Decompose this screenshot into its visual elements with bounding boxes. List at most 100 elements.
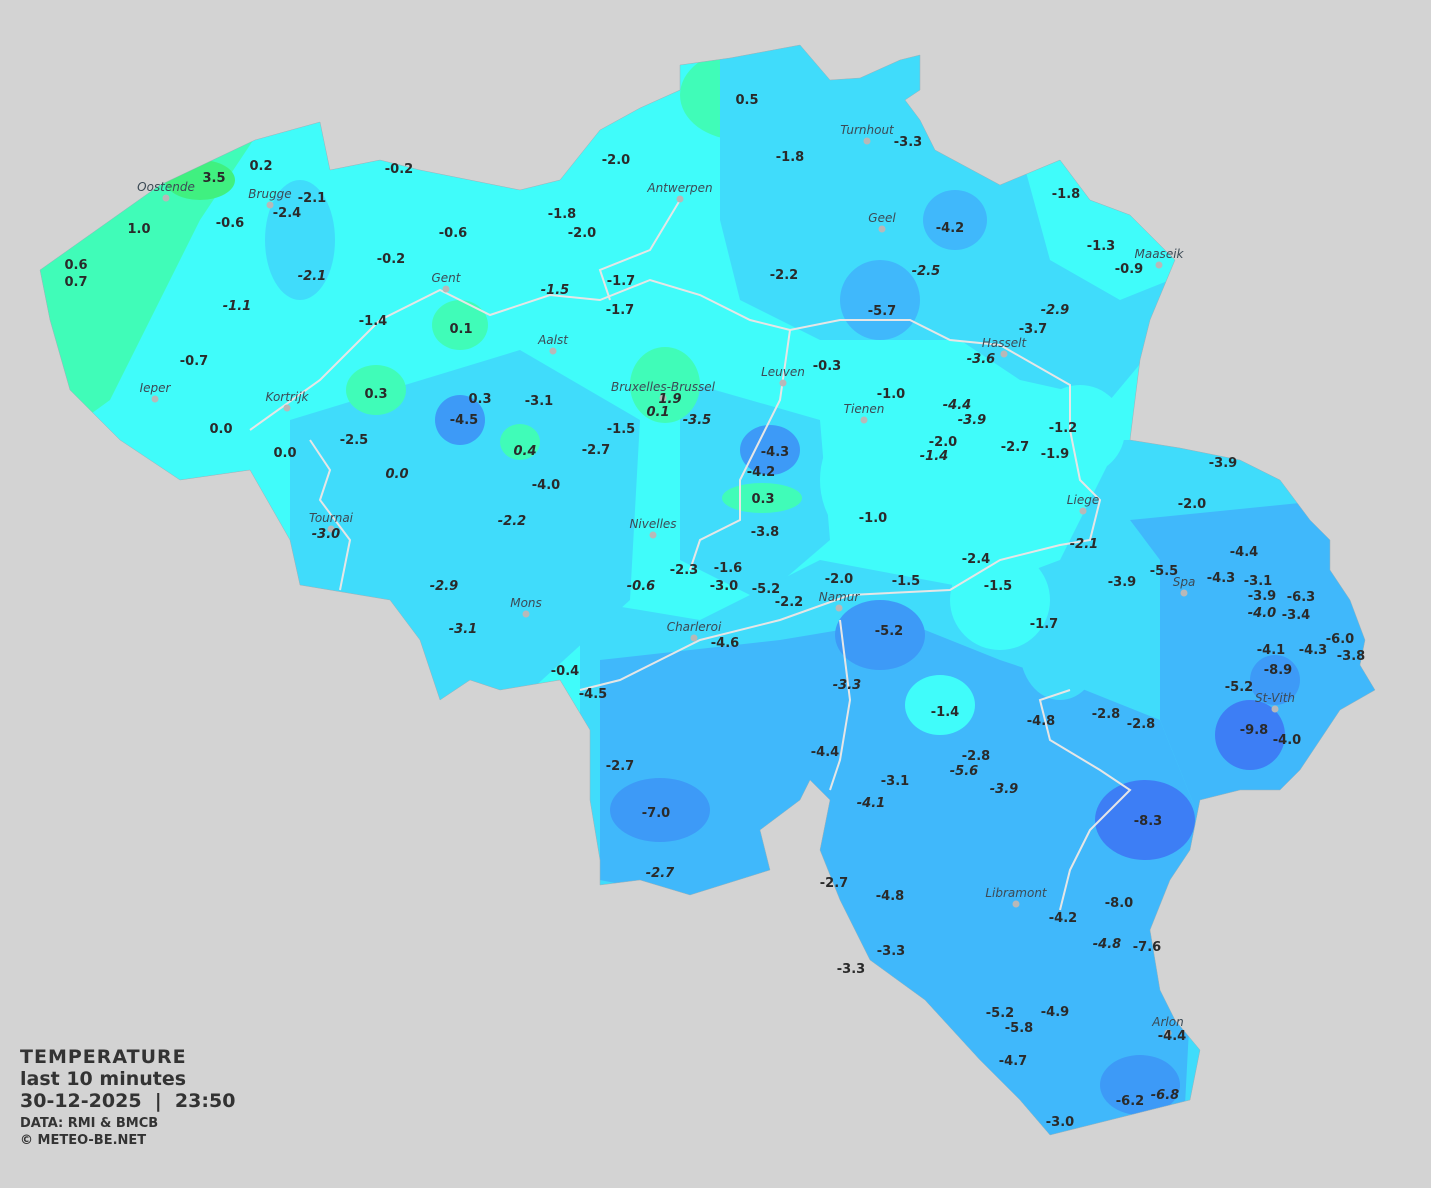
temperature-reading: -1.1 xyxy=(223,299,251,314)
city-dot xyxy=(1000,350,1008,358)
city-label: Antwerpen xyxy=(646,181,712,195)
city-dot xyxy=(283,404,291,412)
temperature-reading: -9.8 xyxy=(1240,723,1268,738)
temperature-reading: -5.8 xyxy=(1005,1021,1033,1036)
city-dot xyxy=(1079,507,1087,515)
temperature-reading: -3.3 xyxy=(837,962,865,977)
city-dot xyxy=(522,610,530,618)
temperature-reading: -5.2 xyxy=(1225,680,1253,695)
city-dot xyxy=(863,137,871,145)
temperature-reading: -4.4 xyxy=(1230,545,1258,560)
temperature-reading: -2.7 xyxy=(646,866,675,881)
city-label: Charleroi xyxy=(667,620,722,634)
temperature-reading: -4.0 xyxy=(1273,733,1301,748)
city-label: Tournai xyxy=(309,511,354,525)
temperature-reading: -3.1 xyxy=(525,394,553,409)
temperature-reading: -2.2 xyxy=(775,595,803,610)
city-label: Geel xyxy=(868,211,896,225)
temperature-reading: -4.5 xyxy=(450,413,478,428)
temperature-reading: -1.3 xyxy=(1087,239,1115,254)
temperature-reading: -3.4 xyxy=(1282,608,1310,623)
temperature-reading: -4.4 xyxy=(811,745,839,760)
temperature-reading: 0.7 xyxy=(64,275,87,290)
temperature-reading: -6.3 xyxy=(1287,590,1315,605)
legend-title: TEMPERATURE xyxy=(20,1046,187,1068)
legend-datetime: 30-12-2025 | 23:50 xyxy=(20,1090,236,1112)
temperature-reading: -3.9 xyxy=(1108,575,1136,590)
reading-layer: 3.50.21.00.60.7-0.6-2.1-2.4-2.1-0.2-0.2-… xyxy=(64,93,1365,1130)
temperature-reading: -4.9 xyxy=(1041,1005,1069,1020)
city-dot xyxy=(1271,705,1279,713)
temperature-reading: 3.5 xyxy=(202,171,225,186)
temperature-reading: -4.5 xyxy=(579,687,607,702)
city-label: St-Vith xyxy=(1255,691,1295,705)
province-border xyxy=(1038,689,1132,911)
city-label: Oostende xyxy=(137,180,195,194)
temperature-reading: -3.8 xyxy=(751,525,779,540)
city-label: Aalst xyxy=(537,333,569,347)
temperature-reading: -1.8 xyxy=(548,207,576,222)
temperature-reading: -3.1 xyxy=(881,774,909,789)
temperature-reading: -2.7 xyxy=(582,443,610,458)
temperature-reading: -4.7 xyxy=(999,1054,1027,1069)
temperature-reading: -3.8 xyxy=(1337,649,1365,664)
temperature-reading: -4.1 xyxy=(857,796,885,811)
city-label: Nivelles xyxy=(629,517,676,531)
temperature-reading: -3.9 xyxy=(958,413,986,428)
temperature-reading: 0.3 xyxy=(468,392,491,407)
temperature-reading: -3.5 xyxy=(683,413,711,428)
temperature-reading: -4.4 xyxy=(943,398,971,413)
city-dot xyxy=(1155,261,1163,269)
temperature-reading: -0.4 xyxy=(551,664,579,679)
temperature-reading: -2.4 xyxy=(273,206,301,221)
temperature-reading: -3.1 xyxy=(1244,574,1272,589)
temperature-reading: -3.9 xyxy=(1248,589,1276,604)
temperature-reading: -2.8 xyxy=(962,749,990,764)
temperature-reading: 0.0 xyxy=(273,446,296,461)
temperature-reading: -4.1 xyxy=(1257,643,1285,658)
temperature-reading: -5.5 xyxy=(1150,564,1178,579)
temperature-reading: -8.3 xyxy=(1134,814,1162,829)
temperature-reading: -1.8 xyxy=(776,150,804,165)
temperature-reading: 1.0 xyxy=(127,222,150,237)
temperature-reading: 0.0 xyxy=(385,467,408,482)
city-dot xyxy=(676,195,684,203)
temperature-reading: -1.9 xyxy=(1041,447,1069,462)
temperature-reading: -0.6 xyxy=(216,216,244,231)
city-label: Turnhout xyxy=(840,123,895,137)
temperature-reading: -4.2 xyxy=(936,221,964,236)
temperature-reading: -8.0 xyxy=(1105,896,1133,911)
city-dot xyxy=(266,201,274,209)
temperature-reading: 0.3 xyxy=(364,387,387,402)
city-dot xyxy=(1164,1029,1172,1037)
city-dot xyxy=(162,194,170,202)
temperature-reading: -1.7 xyxy=(1030,617,1058,632)
temperature-reading: -3.0 xyxy=(312,527,340,542)
city-label: Spa xyxy=(1173,575,1196,589)
temperature-reading: -0.3 xyxy=(813,359,841,374)
temperature-reading: -1.5 xyxy=(984,579,1012,594)
temperature-reading: -1.6 xyxy=(714,561,742,576)
temperature-reading: -2.0 xyxy=(568,226,596,241)
city-dot xyxy=(659,394,667,402)
temperature-reading: -1.0 xyxy=(859,511,887,526)
temperature-reading: -0.2 xyxy=(377,252,405,267)
temperature-reading: -2.5 xyxy=(340,433,368,448)
province-border xyxy=(829,619,852,791)
temperature-reading: -3.1 xyxy=(449,622,477,637)
temperature-reading: -2.5 xyxy=(912,264,940,279)
temperature-reading: -0.2 xyxy=(385,162,413,177)
city-label: Liege xyxy=(1067,493,1099,507)
city-dot xyxy=(779,379,787,387)
temperature-reading: -1.5 xyxy=(541,283,569,298)
temperature-reading: -3.7 xyxy=(1019,322,1047,337)
city-dot xyxy=(327,525,335,533)
city-label: Libramont xyxy=(985,886,1048,900)
temperature-reading: 0.4 xyxy=(513,444,536,459)
temperature-reading: -2.3 xyxy=(670,563,698,578)
country-outline xyxy=(39,44,1376,1136)
temperature-reading: -2.2 xyxy=(498,514,526,529)
city-label: Leuven xyxy=(761,365,805,379)
temperature-reading: 0.0 xyxy=(209,422,232,437)
city-label: Mons xyxy=(510,596,542,610)
